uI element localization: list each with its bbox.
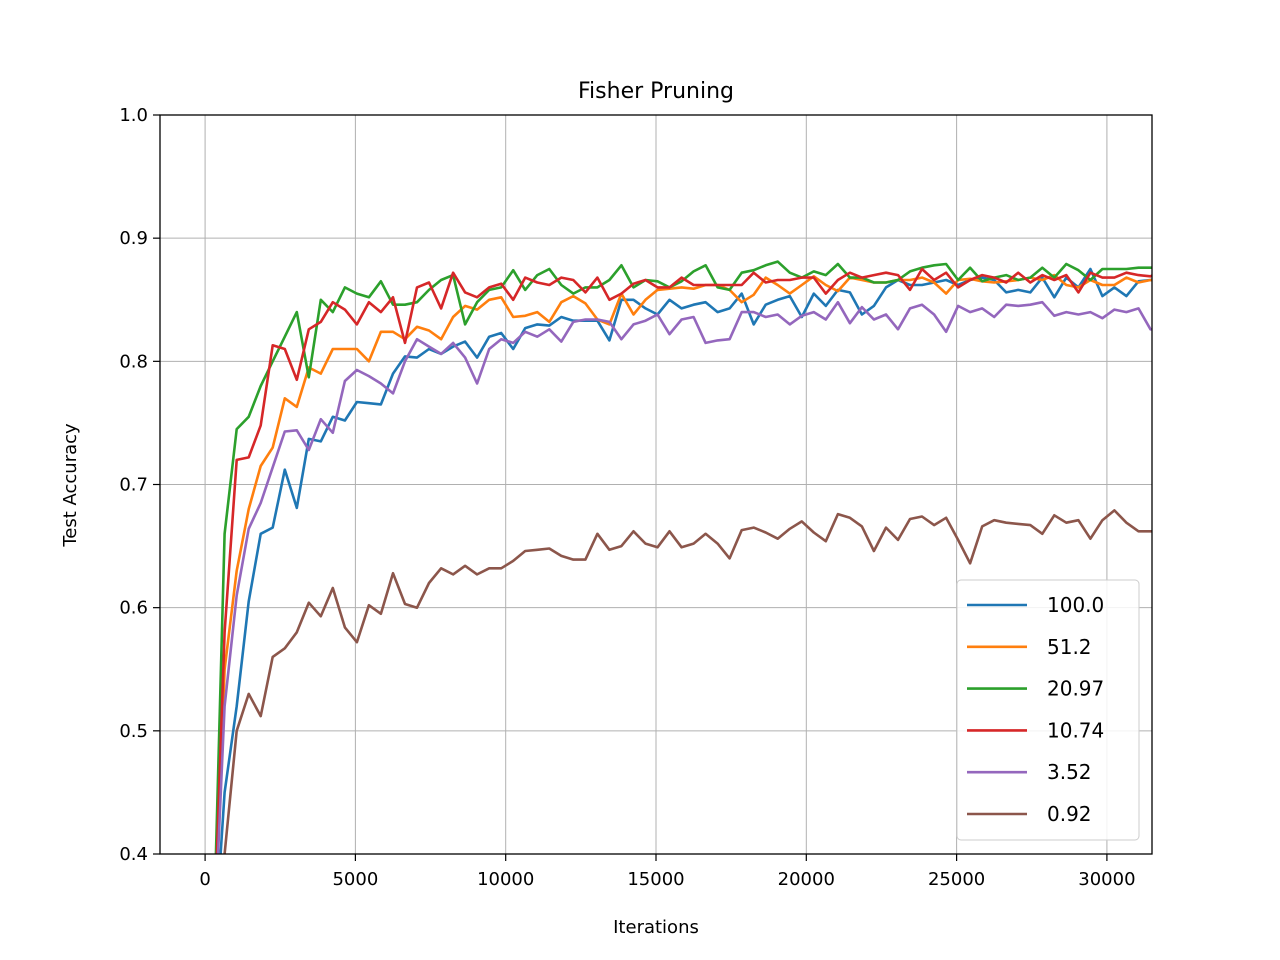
x-axis-label: Iterations bbox=[613, 917, 699, 938]
x-tick-label: 5000 bbox=[332, 869, 378, 890]
legend-label-4: 3.52 bbox=[1047, 760, 1092, 784]
y-axis-label: Test Accuracy bbox=[60, 423, 81, 548]
y-tick-label: 0.5 bbox=[119, 721, 148, 742]
legend-label-2: 20.97 bbox=[1047, 677, 1104, 701]
legend-label-3: 10.74 bbox=[1047, 718, 1104, 742]
legend: 100.0 51.2 20.97 10.74 3.52 0.92 bbox=[956, 579, 1140, 841]
y-axis-ticks: 0.4 0.5 0.6 0.7 0.8 0.9 1.0 bbox=[119, 105, 160, 865]
y-tick-label: 1.0 bbox=[119, 105, 148, 126]
x-axis-ticks: 0 5000 10000 15000 20000 25000 30000 bbox=[199, 854, 1136, 890]
chart-title: Fisher Pruning bbox=[578, 79, 734, 104]
y-tick-label: 0.7 bbox=[119, 475, 148, 496]
series-line-3 bbox=[215, 267, 1152, 854]
series-line-4 bbox=[216, 300, 1152, 854]
x-tick-label: 20000 bbox=[778, 869, 835, 890]
x-tick-label: 15000 bbox=[627, 869, 684, 890]
series-line-5 bbox=[223, 509, 1152, 854]
series-lines bbox=[214, 260, 1152, 854]
series-line-0 bbox=[219, 267, 1152, 854]
x-tick-label: 30000 bbox=[1078, 869, 1135, 890]
x-tick-label: 25000 bbox=[928, 869, 985, 890]
legend-label-5: 0.92 bbox=[1047, 802, 1092, 826]
y-tick-label: 0.9 bbox=[119, 228, 148, 249]
legend-box bbox=[956, 579, 1140, 841]
legend-label-0: 100.0 bbox=[1047, 593, 1104, 617]
legend-label-1: 51.2 bbox=[1047, 635, 1092, 659]
y-tick-label: 0.8 bbox=[119, 351, 148, 372]
series-line-2 bbox=[214, 260, 1152, 854]
y-tick-label: 0.4 bbox=[119, 844, 148, 865]
y-tick-label: 0.6 bbox=[119, 598, 148, 619]
x-tick-label: 10000 bbox=[477, 869, 534, 890]
x-tick-label: 0 bbox=[199, 869, 210, 890]
